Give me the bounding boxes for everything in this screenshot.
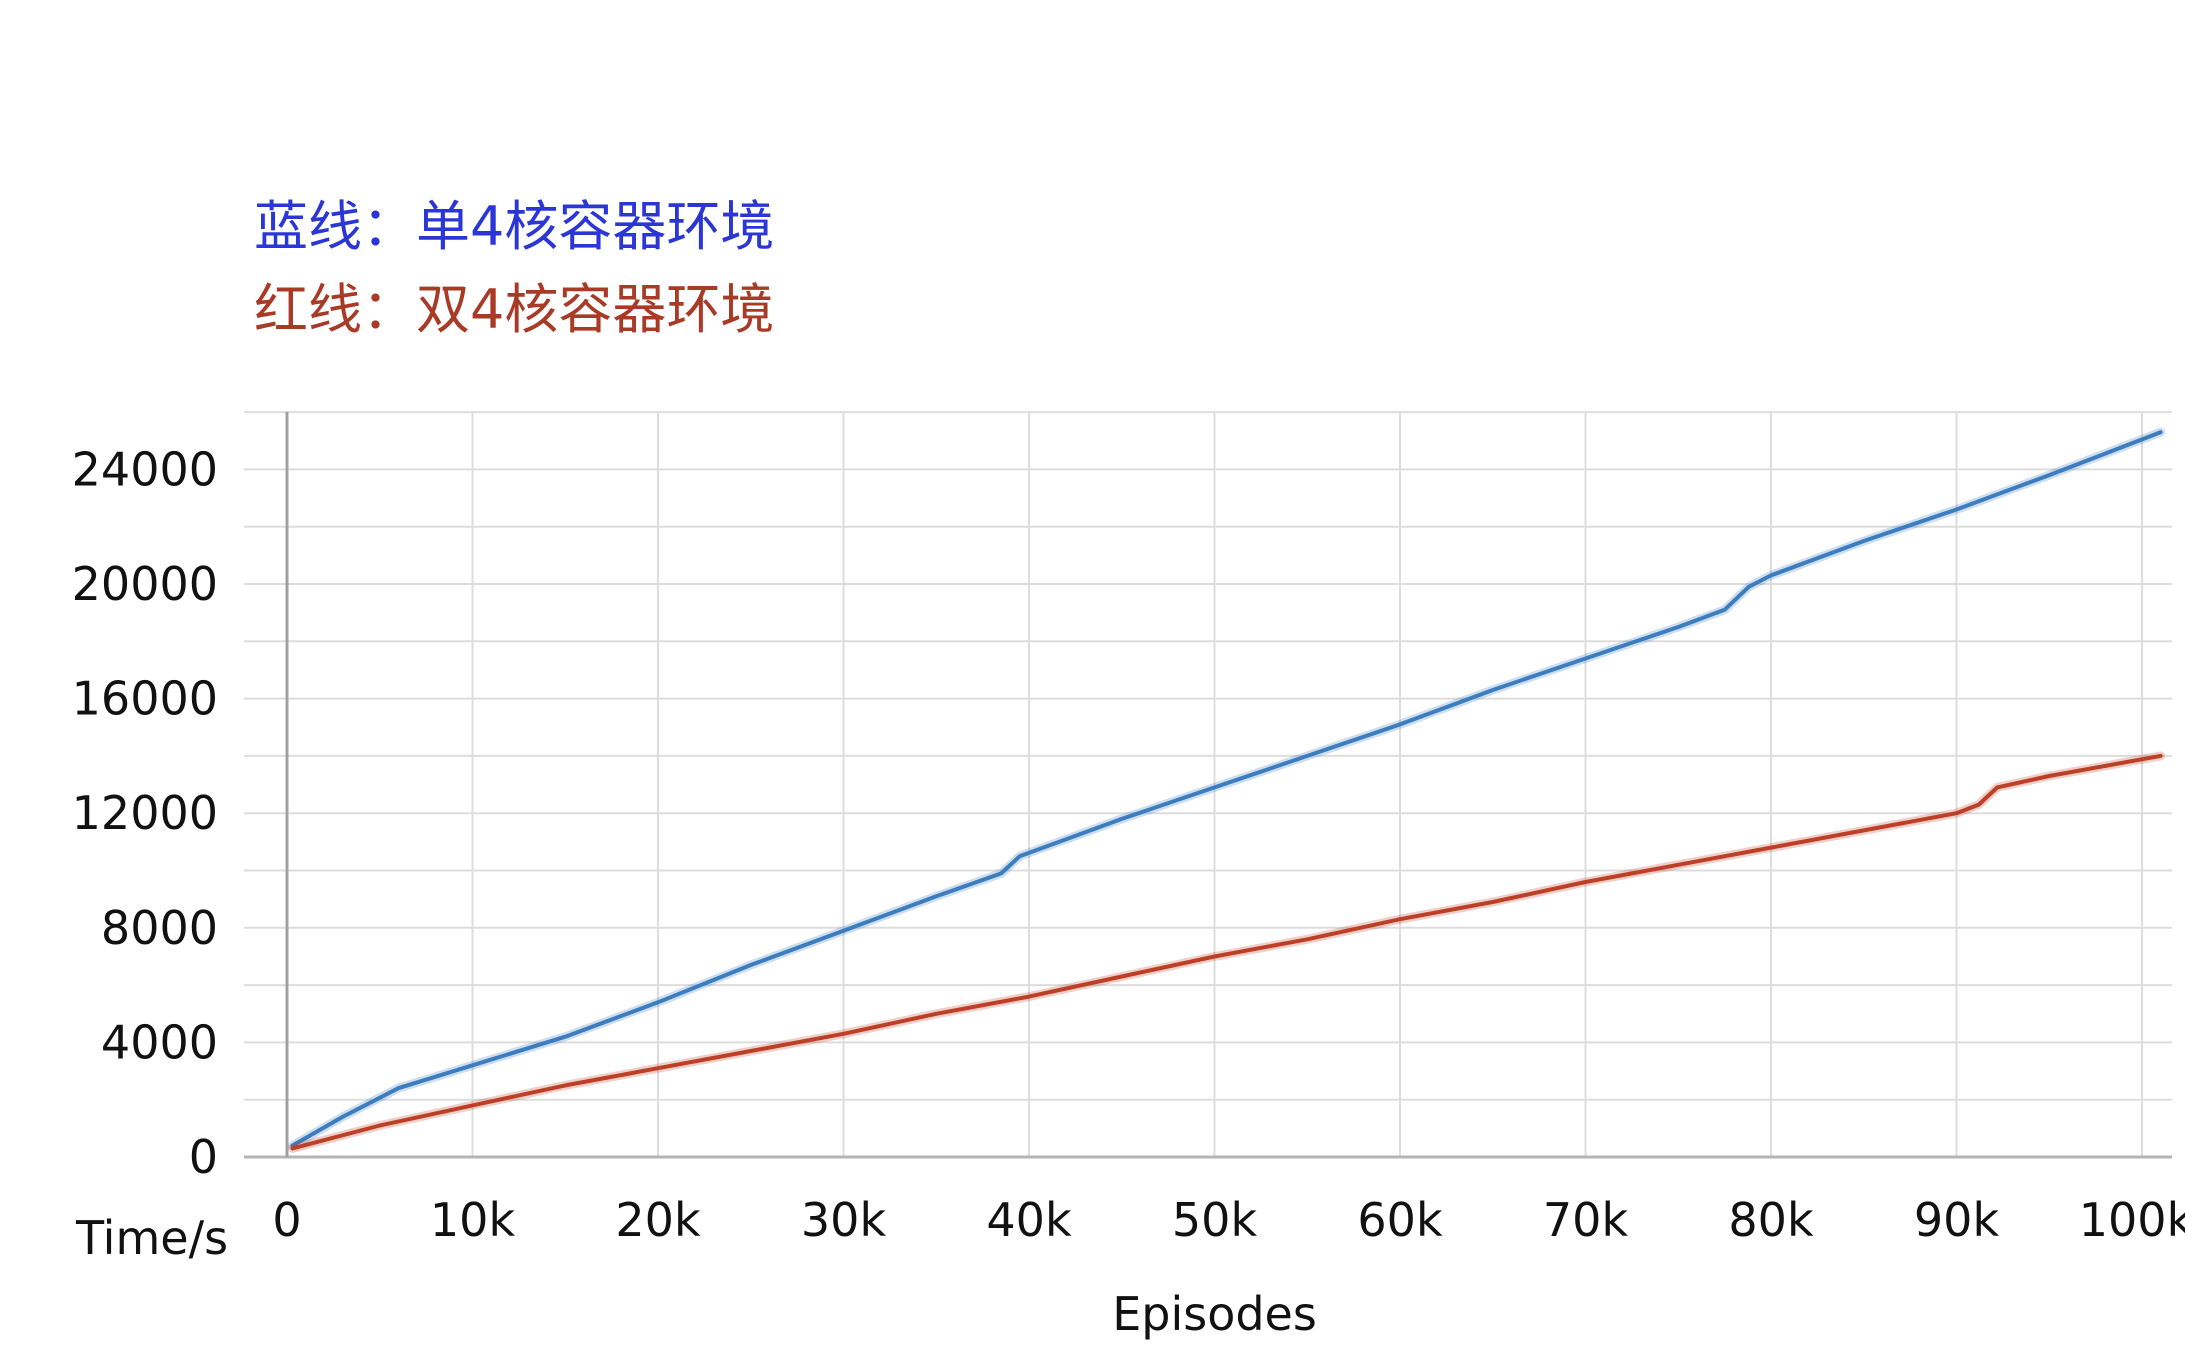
legend-entry-blue: 蓝线：单4核容器环境 (254, 195, 775, 258)
x-tick-label: 60k (1357, 1193, 1443, 1247)
x-tick-label: 30k (801, 1193, 887, 1247)
x-tick-label: 40k (986, 1193, 1072, 1247)
x-axis-title: Episodes (1112, 1287, 1317, 1341)
y-tick-labels: 0 4000 8000 12000 16000 20000 24000 (72, 442, 218, 1184)
series-layer (288, 427, 2166, 1153)
x-tick-label: 70k (1543, 1193, 1629, 1247)
y-tick-label: 16000 (72, 672, 218, 726)
x-tick-label: 90k (1914, 1193, 2000, 1247)
y-axis-title: Time/s (75, 1211, 228, 1265)
x-tick-labels: 0 10k 20k 30k 40k 50k 60k 70k 80k 90k 100k (272, 1193, 2185, 1247)
y-tick-label: 0 (189, 1130, 218, 1184)
series-line-red (290, 753, 2163, 1151)
series-line-blue (290, 430, 2163, 1148)
x-tick-label: 50k (1172, 1193, 1258, 1247)
y-tick-label: 24000 (72, 442, 218, 496)
y-tick-label: 12000 (72, 786, 218, 840)
y-tick-label: 20000 (72, 557, 218, 611)
x-tick-label: 100k (2079, 1193, 2185, 1247)
x-tick-label: 20k (615, 1193, 701, 1247)
x-tick-label: 10k (430, 1193, 516, 1247)
chart-grid (244, 411, 2172, 1157)
series-line-halo-red (288, 751, 2166, 1153)
x-tick-label: 0 (272, 1193, 301, 1247)
legend-entry-red: 红线：双4核容器环境 (254, 278, 775, 341)
x-tick-label: 80k (1728, 1193, 1814, 1247)
y-tick-label: 8000 (101, 901, 218, 955)
y-tick-label: 4000 (101, 1015, 218, 1069)
series-line-halo-blue (288, 427, 2166, 1150)
